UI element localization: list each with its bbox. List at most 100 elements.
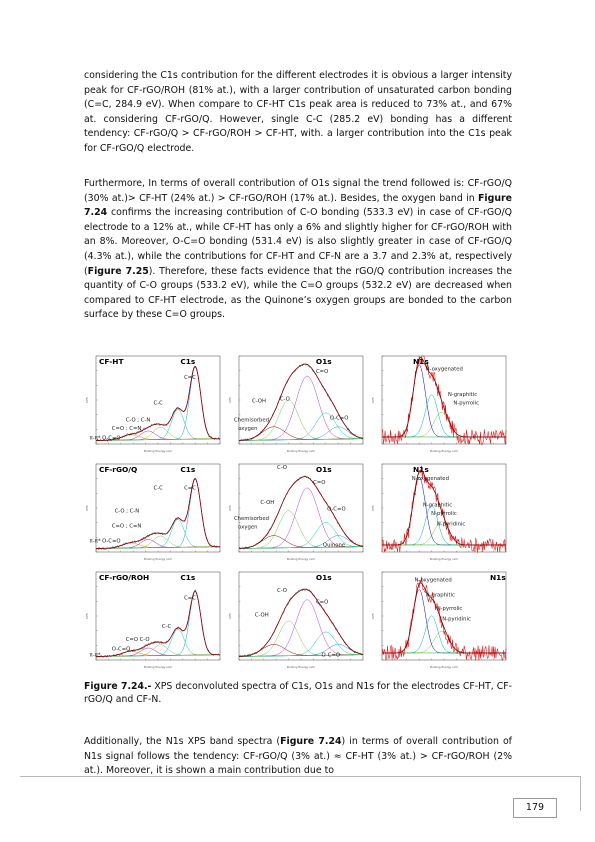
- peak-label: π-π*: [90, 538, 101, 544]
- xps-plot: Binding Energy (eV)CPSN1sN-oxygenatedN-g…: [371, 355, 507, 453]
- peak-label: C=C: [184, 375, 196, 381]
- xps-plot: Binding Energy (eV) CPS O1s C=O C-OH C-O Chemi…: [228, 355, 364, 453]
- peak-label: C=O ; C=N: [112, 426, 142, 432]
- envelope-fit: [238, 588, 364, 657]
- xps-plot: Binding Energy (eV) CPS C1s CF-rGO/ROH C=C C-…: [85, 571, 221, 669]
- peak-label: C-C: [162, 624, 172, 630]
- peak-label: O-C=O: [322, 653, 341, 659]
- xps-panel-o1s-1: Binding Energy (eV) CPS O1s C=O C-OH C-O Chemi…: [227, 352, 366, 458]
- xps-plot: Binding Energy (eV) CPS C1s CF-HT C=C C-C C-O …: [85, 355, 221, 453]
- x-axis-label: Binding Energy (eV): [430, 557, 458, 561]
- envelope-fit: [382, 469, 506, 546]
- background-line: [95, 546, 221, 549]
- peak-label: N-oxygenated: [426, 367, 463, 373]
- envelope-fit: [382, 582, 506, 654]
- envelope-fit: [238, 363, 364, 441]
- y-axis-label: CPS: [85, 397, 89, 403]
- text-span: ) in terms of overall contribution of N1…: [84, 736, 512, 777]
- peak-label: C-O ; C-N: [126, 418, 151, 424]
- peak-label: oxygen: [238, 525, 257, 531]
- peak-label: C=C: [184, 485, 196, 491]
- figure-reference: Figure 7.24: [84, 192, 512, 219]
- plot-frame: [95, 463, 221, 553]
- peak-label: C=O: [313, 480, 325, 486]
- xps-panel-c1s-2: Binding Energy (eV) CPS C1s CF-rGO/Q C=C C-C C…: [84, 460, 223, 566]
- footer-border: [20, 776, 581, 811]
- peak-label: C-OH: [255, 612, 269, 618]
- peak-label: O-C=O: [330, 415, 349, 421]
- peak-label: C-O: [277, 588, 287, 594]
- peak-label: C-OH: [252, 399, 266, 405]
- plot-frame: [238, 355, 364, 445]
- body-paragraph-1: considering the C1s contribution for the…: [84, 69, 512, 157]
- envelope-fit: [95, 365, 220, 441]
- y-axis-label: CPS: [85, 505, 89, 511]
- body-paragraph-2: Furthermore, In terms of overall contrib…: [84, 177, 512, 323]
- y-axis-label: CPS: [371, 505, 375, 511]
- xps-panel-n1s-1: Binding Energy (eV) CPS N1s N-oxygenated N-g…: [370, 352, 509, 458]
- peak-label: C-C: [154, 485, 164, 491]
- peak-label: Quinone: [323, 543, 345, 549]
- background-line: [95, 438, 221, 441]
- sample-label: CF-rGO/Q: [99, 465, 137, 474]
- peak-label: C-OH: [260, 500, 274, 506]
- peak-label: O-C=O: [112, 646, 131, 652]
- plot-frame: [381, 463, 507, 553]
- paragraph-text: Furthermore, In terms of overall contrib…: [84, 177, 512, 323]
- panel-title: O1s: [316, 357, 332, 366]
- peak-label: π-π*: [90, 653, 101, 659]
- envelope-fit: [95, 590, 221, 657]
- x-axis-label: Binding Energy (eV): [287, 449, 315, 453]
- sample-label: CF-HT: [99, 357, 124, 366]
- envelope-fit: [238, 476, 364, 549]
- x-axis-label: Binding Energy (eV): [430, 665, 458, 669]
- background-line: [238, 546, 364, 549]
- xps-panel-n1s-2: Binding Energy (eV) CPS N1s N-oxygenated N-g…: [370, 460, 509, 566]
- peak-label: C=O ; C=N: [112, 523, 142, 529]
- peak-label: Chemisorbed: [234, 516, 269, 522]
- y-axis-label: CPS: [228, 397, 232, 403]
- envelope-fit: [382, 356, 506, 438]
- peak-label: oxygen: [238, 426, 257, 432]
- peak-label: Chemisorbed: [234, 418, 269, 424]
- xps-plot: Binding Energy (eV) CPS C1s CF-rGO/Q C=C C-C C…: [85, 463, 221, 561]
- plot-frame: [238, 463, 364, 553]
- caption-lead: Figure 7.24.-: [84, 681, 152, 692]
- page-number: 179: [513, 798, 557, 818]
- y-axis-label: CPS: [228, 505, 232, 511]
- y-axis-label: CPS: [85, 613, 89, 619]
- peak-label: N-oxygenated: [414, 577, 451, 583]
- background-line: [238, 654, 364, 657]
- xps-panel-c1s-3: Binding Energy (eV) CPS C1s CF-rGO/ROH C=C C-…: [84, 568, 223, 674]
- xps-plot: Binding Energy (eV) CPS O1s C-O C=O C-OH O-C=O: [228, 571, 364, 669]
- peak-label: N-oxygenated: [412, 476, 449, 482]
- y-axis-label: CPS: [371, 397, 375, 403]
- panel-title: C1s: [180, 357, 196, 366]
- plot-frame: [381, 571, 507, 661]
- peak-label: N-graphitic: [426, 592, 455, 598]
- peak-label: N-pyrrolic: [437, 606, 463, 612]
- xps-plot: Binding Energy (eV)CPSN1sN-oxygenatedN-g…: [371, 463, 507, 561]
- panel-title: N1s: [413, 465, 429, 474]
- x-axis-label: Binding Energy (eV): [144, 449, 172, 453]
- y-axis-label: CPS: [371, 613, 375, 619]
- envelope-fit: [95, 478, 220, 549]
- peak-label: C-O: [277, 465, 287, 471]
- text-span: ). Therefore, these facts evidence that …: [84, 265, 512, 321]
- peak-label: O-C=O: [327, 507, 346, 513]
- xps-plot: Binding Energy (eV)CPSN1sN-oxygenatedN-g…: [371, 571, 507, 669]
- figure-reference: Figure 7.25: [87, 265, 149, 277]
- peak-label: C=C: [184, 595, 196, 601]
- text-span: Additionally, the N1s XPS band spectra (: [84, 736, 281, 747]
- peak-label: C-C: [154, 401, 164, 407]
- plot-frame: [381, 355, 507, 445]
- panel-title: N1s: [413, 357, 429, 366]
- plot-frame: [95, 355, 221, 445]
- body-paragraph-3: Additionally, the N1s XPS band spectra (…: [84, 735, 512, 779]
- peak-label: N-pyrrolic: [431, 511, 457, 517]
- paragraph-text: considering the C1s contribution for the…: [84, 70, 512, 154]
- peak-label: O-C=O: [102, 538, 121, 544]
- peak-label: C-O: [140, 637, 150, 643]
- xps-figure: Binding Energy (eV) CPS C1s CF-HT C=C C-C C-O …: [84, 352, 512, 676]
- xps-panel-c1s-1: Binding Energy (eV) CPS C1s CF-HT C=C C-C C-O …: [84, 352, 223, 458]
